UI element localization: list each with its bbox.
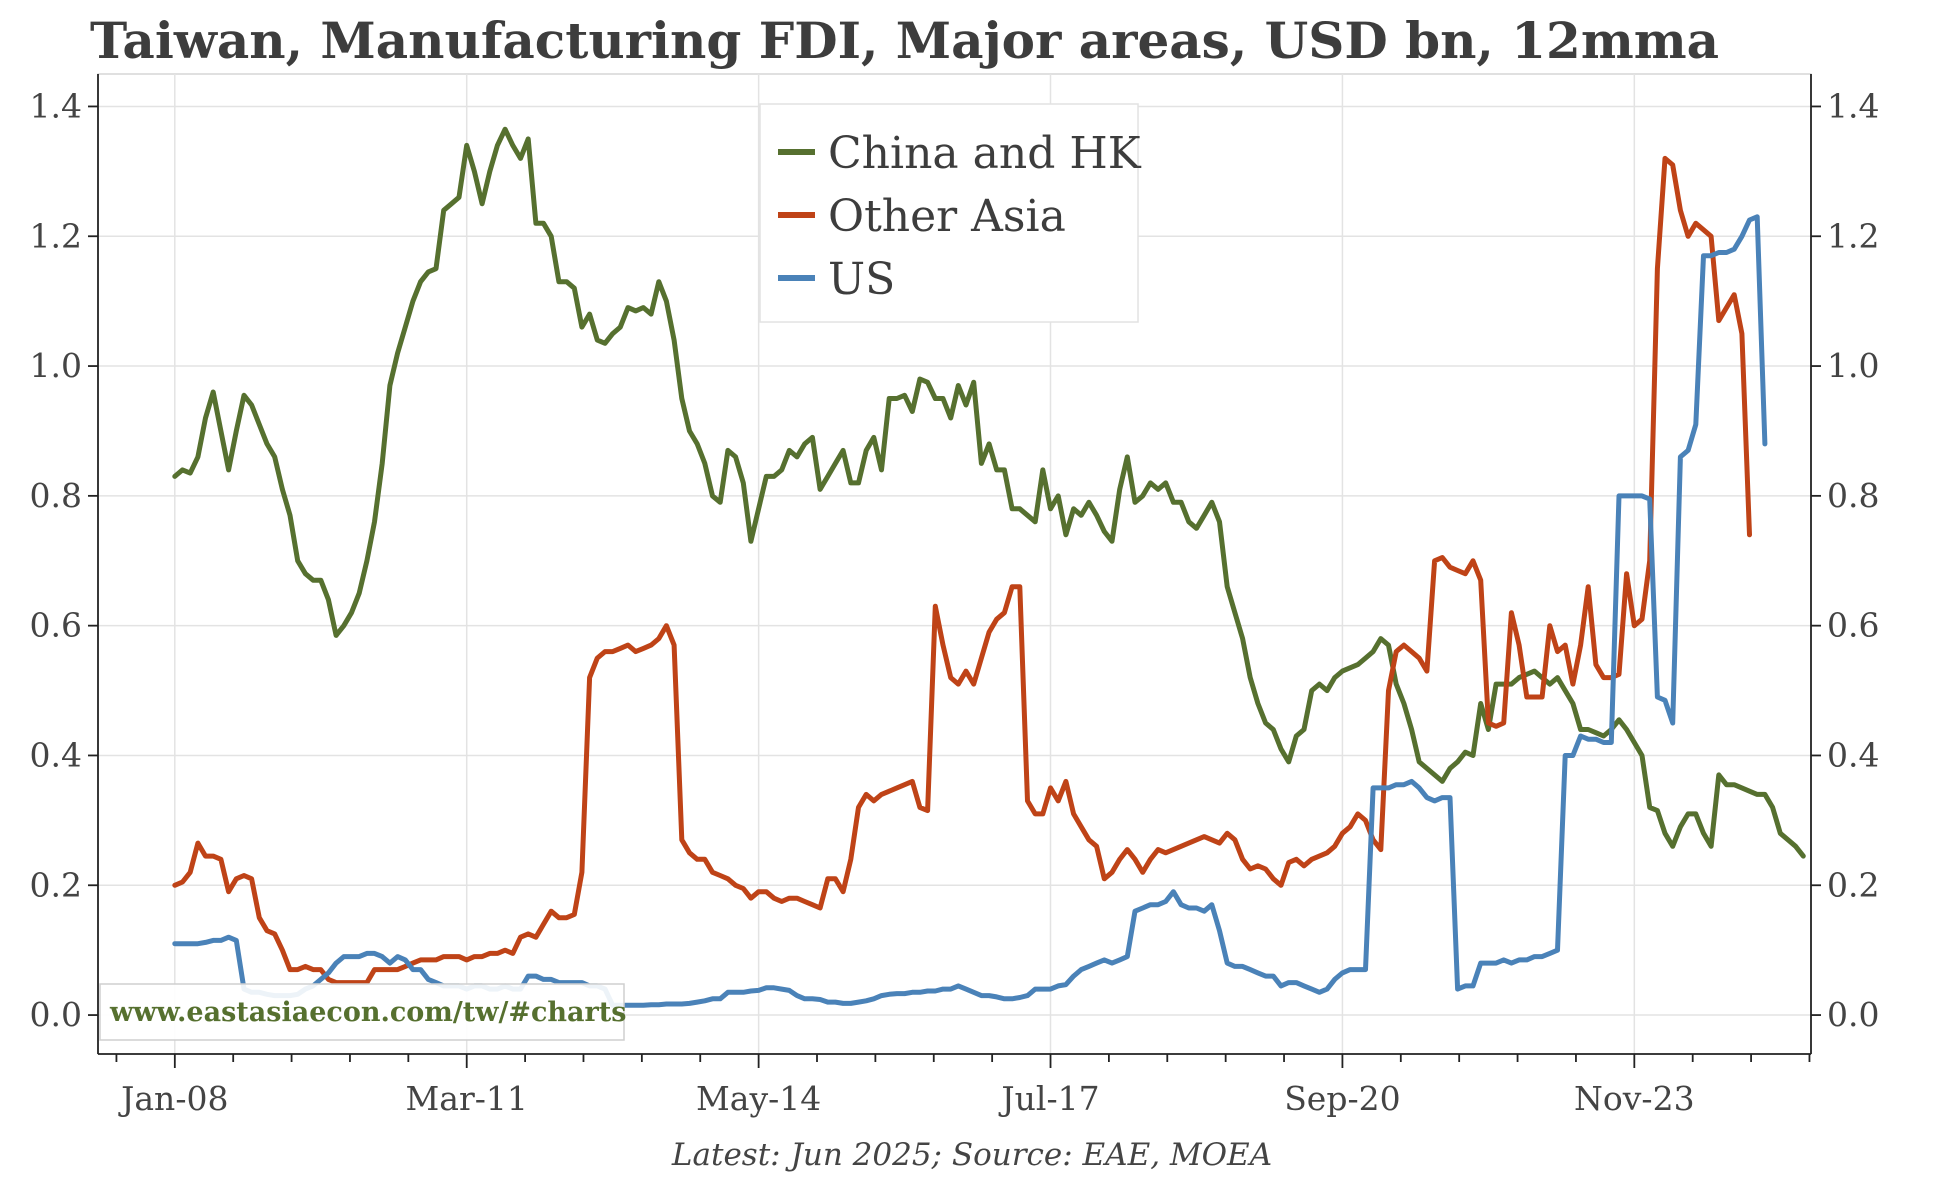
y-tick-label-left: 0.6 — [30, 606, 82, 645]
series-line-other-asia — [172, 155, 1752, 986]
y-tick-label-left: 1.0 — [30, 346, 82, 385]
series-line-china-hk — [172, 126, 1806, 859]
chart-title: Taiwan, Manufacturing FDI, Major areas, … — [90, 11, 1719, 70]
y-tick-label-right: 1.2 — [1827, 216, 1879, 255]
y-tick-label-left: 0.0 — [30, 995, 82, 1034]
x-tick-label: Jul-17 — [998, 1079, 1099, 1118]
y-tick-label-right: 0.4 — [1827, 735, 1879, 774]
legend-box — [759, 103, 1139, 323]
watermark-link[interactable]: www.eastasiaecon.com/tw/#charts — [109, 997, 626, 1028]
x-tick-label: Mar-11 — [406, 1079, 528, 1118]
y-tick-label-right: 0.2 — [1827, 865, 1879, 904]
y-tick-label-left: 0.2 — [30, 865, 82, 904]
y-tick-label-right: 1.4 — [1827, 86, 1879, 125]
watermark-box: www.eastasiaecon.com/tw/#charts — [99, 983, 626, 1041]
y-tick-label-right: 0.0 — [1827, 995, 1879, 1034]
watermark-background — [99, 983, 625, 1041]
y-tick-label-left: 1.4 — [30, 86, 82, 125]
legend: China and HK Other Asia US — [759, 103, 1142, 323]
x-tick-label: May-14 — [696, 1079, 821, 1118]
x-tick-label: Nov-23 — [1574, 1079, 1695, 1118]
legend-label-other-asia: Other Asia — [828, 191, 1066, 242]
legend-label-us: US — [828, 254, 895, 305]
source-caption: Latest: Jun 2025; Source: EAE, MOEA — [671, 1137, 1272, 1173]
y-tick-label-right: 1.0 — [1827, 346, 1879, 385]
y-tick-label-left: 0.4 — [30, 735, 82, 774]
legend-label-china-hk: China and HK — [828, 128, 1142, 179]
y-tick-label-right: 0.8 — [1827, 476, 1879, 515]
y-tick-label-left: 0.8 — [30, 476, 82, 515]
y-tick-label-left: 1.2 — [30, 216, 82, 255]
x-tick-label: Sep-20 — [1284, 1079, 1400, 1118]
x-tick-label: Jan-08 — [118, 1079, 228, 1118]
axes: 0.0 0.0 0.2 0.2 0.4 0.4 0.6 0.6 0.8 0.8 1.0 1.0 1.2 1… — [30, 74, 1879, 1118]
y-tick-label-right: 0.6 — [1827, 606, 1879, 645]
